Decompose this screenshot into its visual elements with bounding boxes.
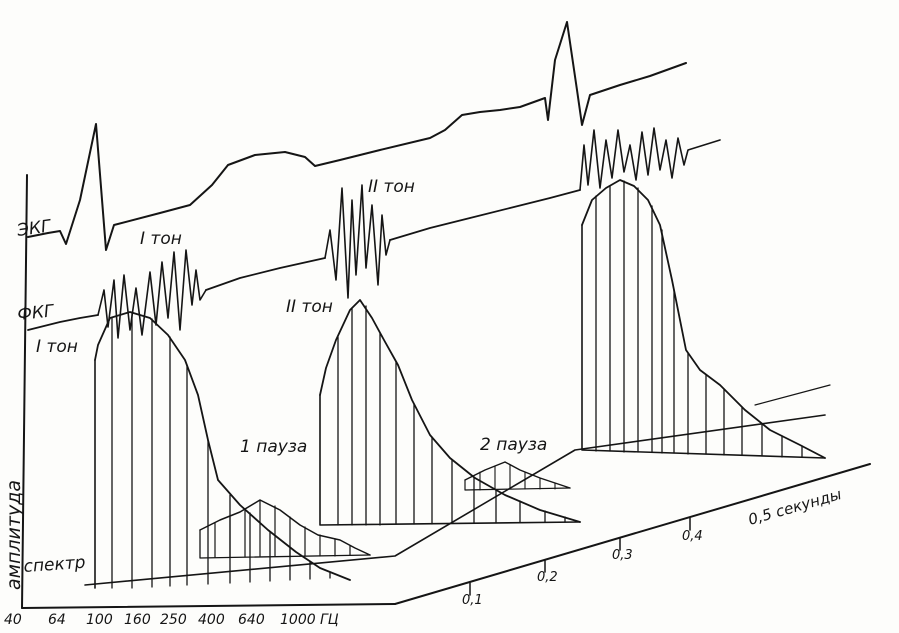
tone-fkg-oscillation-right (579, 127, 721, 191)
fkg-trace (27, 127, 721, 339)
amplitude-axis-label: амплитуда (3, 480, 25, 590)
pause1-label: 1 пауза (240, 437, 307, 457)
spectrum-label: спектр (23, 553, 86, 577)
spectrum-tone2 (319, 299, 581, 526)
frequency-tick-label: 250 (160, 612, 187, 628)
frequency-tick-labels: 40 64 100 160 250 400 640 1000 ГЦ (4, 612, 339, 628)
spectrum-base-plane (84, 414, 826, 586)
frequency-tick-label: 640 (238, 612, 265, 628)
frequency-axis (21, 603, 396, 609)
frequency-tick-label: 1000 (280, 612, 316, 628)
time-axis-ticks (469, 517, 691, 596)
ekg-trace (27, 21, 687, 251)
spectrum-pause1 (199, 499, 371, 559)
time-axis (394, 463, 871, 605)
time-tick-label: 0,3 (612, 548, 633, 563)
spectrum-pause2 (464, 461, 571, 491)
time-axis-label: 0,5 секунды (746, 485, 843, 529)
time-tick-labels: 0,1 0,2 0,3 0,4 (462, 529, 703, 608)
spectrum-tone3-hatching (595, 180, 803, 458)
time-tick-label: 0,4 (682, 529, 703, 544)
time-tick-label: 0,1 (462, 593, 483, 608)
ekg-label: ЭКГ (15, 216, 53, 241)
amplitude-axis (21, 174, 28, 609)
spectrum-tone2-hatching (337, 305, 566, 526)
tone1-fkg-oscillation (97, 249, 207, 339)
tone1-upper-label: I тон (140, 229, 182, 249)
tone2-mid-label: II тон (286, 297, 333, 317)
pause2-label: 2 пауза (480, 435, 547, 455)
tone2-fkg-oscillation (324, 184, 391, 299)
tone2-upper-label: II тон (368, 177, 415, 197)
time-tick-label: 0,2 (537, 570, 558, 585)
frequency-tick-label: 40 (4, 612, 22, 628)
tone1-left-label: I тон (36, 337, 78, 357)
fkg-label: ФКГ (16, 301, 56, 325)
spectrum-tone3 (581, 179, 831, 459)
frequency-tick-label: ГЦ (320, 612, 339, 628)
frequency-tick-label: 100 (86, 612, 113, 628)
frequency-tick-label: 160 (124, 612, 151, 628)
frequency-tick-label: 400 (198, 612, 225, 628)
spectrum-tone1 (94, 311, 351, 589)
frequency-tick-label: 64 (48, 612, 66, 628)
